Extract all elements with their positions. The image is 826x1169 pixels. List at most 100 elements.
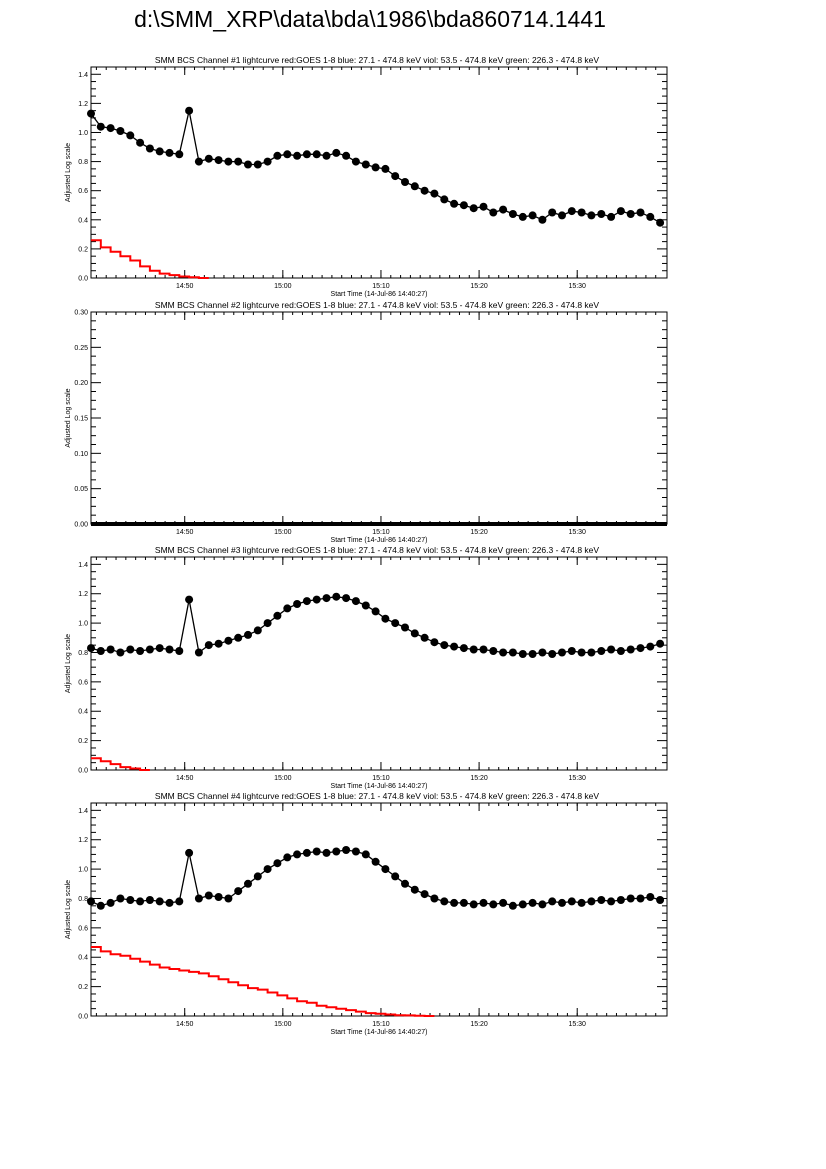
- bcs-data-point: [607, 645, 616, 654]
- goes-series-line: [91, 946, 435, 1017]
- x-axis-label: Start Time (14-Jul-86 14:40:27): [331, 783, 428, 790]
- bcs-data-point: [185, 106, 194, 115]
- bcs-series-line: [90, 596, 661, 655]
- y-tick-label: 1.2: [78, 591, 88, 598]
- bcs-data-point: [587, 897, 596, 906]
- bcs-data-point: [587, 211, 596, 220]
- goes-series-line: [91, 239, 209, 279]
- bcs-data-point: [165, 898, 174, 907]
- bcs-data-point: [273, 611, 282, 620]
- bcs-data-point: [430, 894, 439, 903]
- bcs-data-point: [607, 897, 616, 906]
- bcs-data-point: [538, 215, 547, 224]
- chart-panel-3: SMM BCS Channel #3 lightcurve red:GOES 1…: [65, 545, 668, 790]
- bcs-data-point: [489, 900, 498, 909]
- y-tick-label: 0.8: [78, 159, 88, 166]
- bcs-data-point: [577, 648, 586, 657]
- x-tick-label: 15:20: [470, 1021, 488, 1028]
- bcs-data-point: [234, 157, 243, 166]
- bcs-data-point: [234, 887, 243, 896]
- bcs-data-point: [273, 151, 282, 160]
- bcs-data-point: [106, 898, 115, 907]
- x-tick-label: 14:50: [176, 283, 194, 290]
- y-tick-label: 0.2: [78, 246, 88, 253]
- bcs-data-point: [87, 644, 95, 653]
- bcs-data-point: [616, 896, 625, 904]
- y-tick-label: 0.2: [78, 738, 88, 745]
- bcs-data-point: [351, 847, 360, 856]
- x-tick-label: 15:30: [568, 283, 586, 290]
- bcs-data-point: [204, 154, 213, 163]
- bcs-data-point: [312, 150, 321, 159]
- bcs-data-point: [567, 897, 576, 906]
- y-tick-label: 1.0: [78, 621, 88, 628]
- bcs-data-point: [636, 644, 645, 653]
- y-tick-label: 0.20: [74, 380, 88, 387]
- bcs-data-point: [194, 157, 203, 166]
- bcs-data-point: [656, 218, 665, 227]
- x-tick-label: 15:00: [274, 529, 292, 536]
- x-tick-label: 15:00: [274, 775, 292, 782]
- bcs-data-point: [450, 898, 459, 907]
- bcs-data-point: [626, 894, 635, 903]
- x-tick-label: 15:10: [372, 529, 390, 536]
- y-tick-label: 1.2: [78, 837, 88, 844]
- plot-frame: [90, 802, 668, 1017]
- bcs-data-point: [283, 853, 292, 862]
- bcs-data-point: [322, 848, 331, 857]
- bcs-data-point: [401, 623, 409, 632]
- bcs-data-point: [342, 151, 351, 160]
- bcs-data-point: [342, 594, 351, 603]
- y-axis-label: Adjusted Log scale: [65, 634, 72, 693]
- bcs-data-point: [597, 896, 606, 904]
- bcs-data-point: [293, 850, 302, 859]
- bcs-data-point: [499, 205, 508, 214]
- bcs-data-point: [96, 647, 105, 655]
- bcs-data-point: [175, 897, 184, 906]
- bcs-data-point: [263, 619, 272, 628]
- bcs-data-point: [126, 131, 135, 140]
- bcs-data-point: [489, 647, 498, 655]
- y-tick-label: 0.4: [78, 709, 88, 716]
- bcs-data-point: [214, 639, 223, 648]
- bcs-data-point: [548, 897, 557, 906]
- y-tick-label: 0.05: [74, 486, 88, 493]
- bcs-data-point: [361, 160, 370, 169]
- x-tick-label: 15:00: [274, 1021, 292, 1028]
- y-tick-label: 0.25: [74, 345, 88, 352]
- bcs-data-point: [293, 151, 302, 160]
- bcs-data-point: [626, 210, 635, 218]
- bcs-data-point: [371, 163, 380, 172]
- bcs-data-point: [401, 178, 409, 186]
- bcs-data-point: [224, 636, 233, 645]
- bcs-data-point: [410, 629, 419, 638]
- chart-panel-4: SMM BCS Channel #4 lightcurve red:GOES 1…: [65, 791, 668, 1036]
- bcs-data-point: [646, 893, 655, 901]
- bcs-data-point: [410, 182, 419, 191]
- bcs-data-point: [244, 879, 252, 888]
- bcs-data-point: [312, 595, 321, 604]
- bcs-data-point: [136, 647, 145, 655]
- bcs-data-point: [508, 901, 517, 910]
- bcs-data-point: [351, 597, 360, 606]
- bcs-data-point: [558, 648, 566, 657]
- plot-frame: [90, 556, 668, 771]
- bcs-data-point: [440, 195, 449, 204]
- bcs-data-point: [636, 894, 645, 903]
- x-tick-label: 14:50: [176, 1021, 194, 1028]
- bcs-data-point: [420, 186, 429, 195]
- bcs-data-point: [136, 138, 145, 147]
- y-tick-label: 1.4: [78, 72, 88, 79]
- bcs-data-point: [577, 208, 586, 217]
- bcs-data-point: [126, 645, 135, 654]
- y-tick-label: 0.0: [78, 768, 88, 775]
- bcs-data-point: [420, 890, 429, 899]
- bcs-data-point: [106, 124, 115, 133]
- bcs-data-point: [87, 109, 95, 118]
- bcs-data-point: [155, 644, 164, 653]
- bcs-data-point: [646, 642, 655, 651]
- bcs-data-point: [479, 898, 488, 907]
- bcs-data-point: [361, 850, 370, 859]
- bcs-data-point: [499, 648, 508, 657]
